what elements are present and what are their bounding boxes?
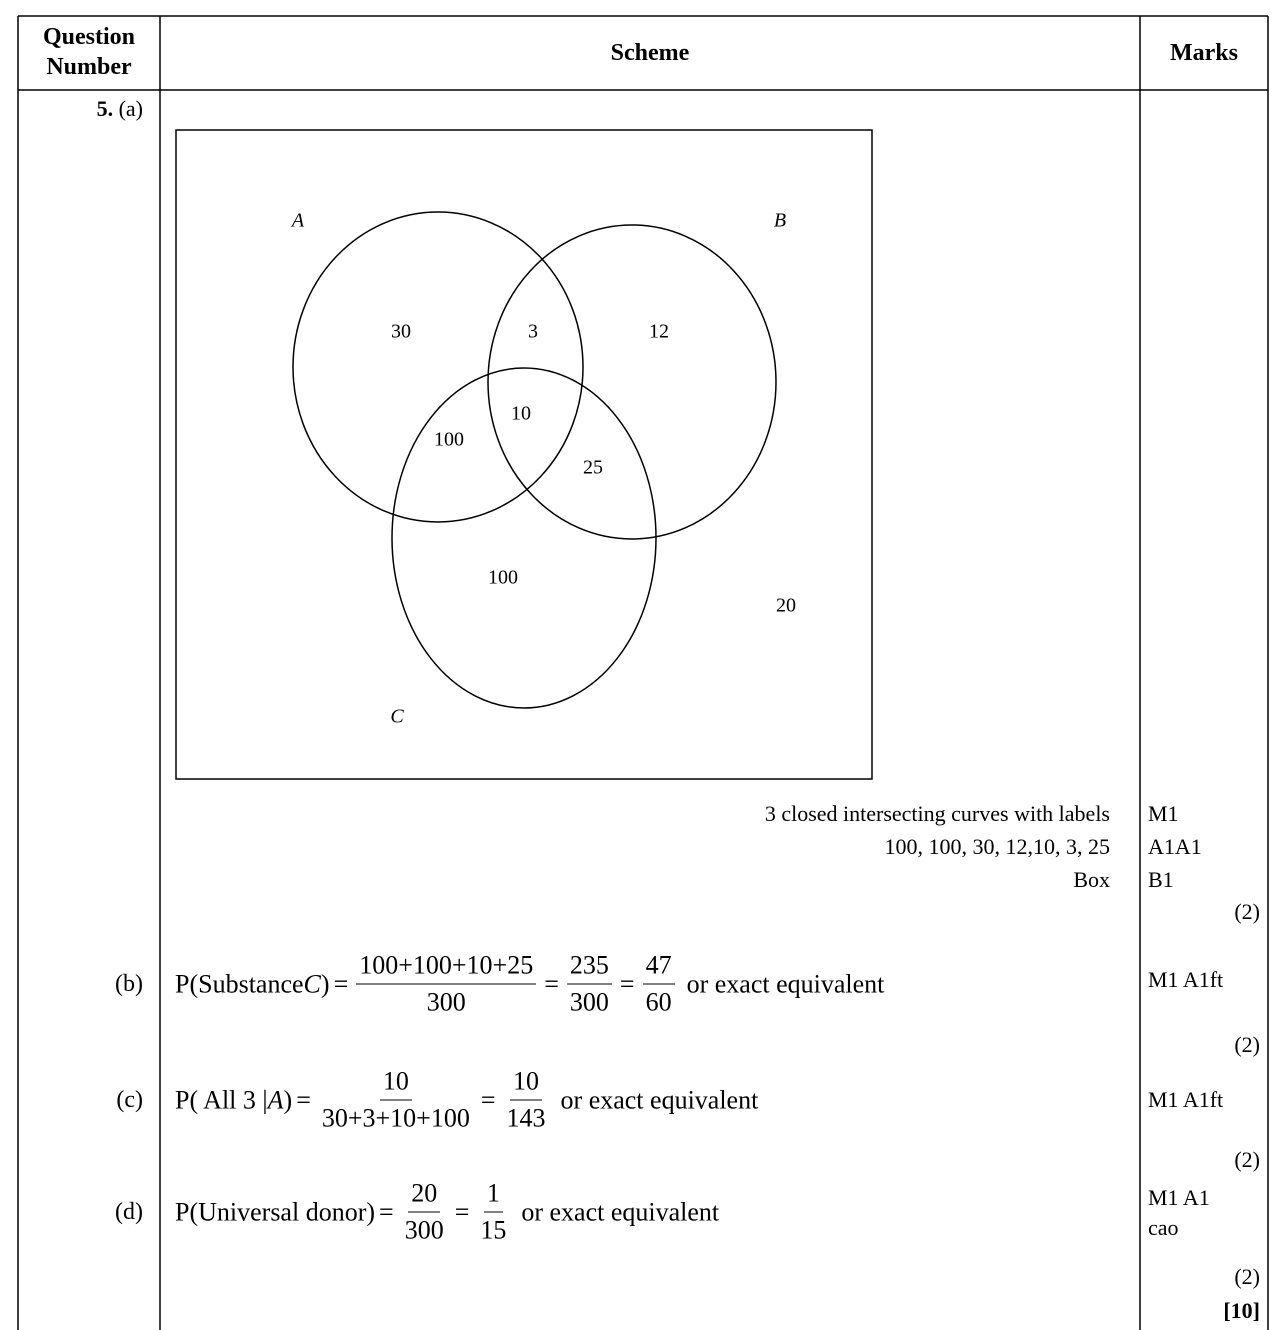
fraction: 235 300 [566, 951, 612, 1018]
part-label: (a) [118, 96, 143, 121]
denominator: 143 [506, 1103, 546, 1133]
mark-code: M1 A1ft [1148, 1087, 1224, 1112]
subtotal: (2) [1234, 899, 1260, 924]
set-label: A [290, 210, 305, 232]
note: or exact equivalent [560, 1085, 759, 1114]
set-label: B [774, 210, 786, 232]
set-label: C [390, 706, 404, 728]
question-total: [10] [1223, 1298, 1260, 1323]
numerator: 100+100+10+25 [356, 951, 537, 985]
numerator: 235 [566, 951, 612, 985]
expression: P(Universal donor) = 20 300 = 1 15 or exact equ… [175, 1179, 719, 1246]
region-value: 100 [434, 429, 464, 451]
expression: P( All 3 | A) = 10 30+3+10+100 = 10 143 or exact… [175, 1067, 758, 1134]
expr-text: C [303, 969, 321, 998]
region-value: 3 [528, 321, 538, 343]
header-text: Number [46, 54, 132, 80]
numerator: 1 [483, 1179, 503, 1213]
criterion: 3 closed intersecting curves with labels [764, 801, 1110, 826]
mark-code: cao [1148, 1215, 1179, 1240]
header-question: Question Number [30, 22, 148, 82]
equals: = [454, 1197, 470, 1226]
fraction: 20 300 [402, 1179, 447, 1246]
expr-text: ) [320, 969, 330, 998]
region-value: 20 [776, 595, 796, 617]
region-value: 30 [391, 321, 411, 343]
numerator: 20 [408, 1179, 441, 1213]
mark-code: M1 A1ft [1148, 967, 1224, 992]
region-value: 10 [511, 403, 531, 425]
region-value: 12 [649, 321, 669, 343]
part-label: (d) [115, 1199, 143, 1225]
equals: = [619, 969, 635, 998]
header-marks: Marks [1170, 40, 1238, 66]
denominator: 60 [645, 987, 672, 1017]
criterion: Box [1073, 867, 1110, 892]
equals: = [379, 1197, 394, 1226]
note: or exact equivalent [686, 969, 885, 998]
header-scheme: Scheme [610, 40, 690, 66]
mark-code: A1A1 [1148, 834, 1202, 859]
criterion: 100, 100, 30, 12,10, 3, 25 [884, 834, 1111, 859]
mark-code: B1 [1148, 867, 1174, 892]
fraction: 10 30+3+10+100 [319, 1067, 473, 1134]
equals: = [544, 969, 559, 998]
denominator: 300 [404, 1215, 444, 1245]
equals: = [480, 1085, 496, 1114]
part-label: (c) [116, 1087, 143, 1113]
equals: = [296, 1085, 311, 1114]
numerator: 47 [642, 951, 675, 985]
region-value: 25 [583, 457, 603, 479]
fraction: 1 15 [477, 1179, 509, 1246]
note: or exact equivalent [521, 1197, 720, 1226]
subtotal: (2) [1234, 1032, 1260, 1057]
subtotal: (2) [1234, 1147, 1260, 1172]
expr-text: P(Universal donor) [175, 1197, 376, 1226]
denominator: 300 [569, 987, 609, 1017]
fraction: 47 60 [642, 951, 675, 1018]
expr-text: A [267, 1085, 284, 1114]
expression: P(Substance C) = 100+100+10+25 300 = 235 300 = 4… [175, 951, 884, 1018]
mark-code: M1 A1 [1148, 1185, 1210, 1210]
expr-text: P( All 3 | [175, 1085, 268, 1114]
numerator: 10 [510, 1067, 543, 1101]
header-text: Question [42, 24, 135, 50]
number: 5. [96, 96, 114, 121]
expr-text: ) [283, 1085, 293, 1114]
fraction: 100+100+10+25 300 [356, 951, 537, 1018]
mark-code: M1 [1148, 801, 1179, 826]
region-value: 100 [488, 567, 518, 589]
question-number: 5. (a) [97, 98, 143, 120]
denominator: 30+3+10+100 [321, 1103, 470, 1133]
part-label: (b) [115, 971, 143, 997]
expr-text: P(Substance [175, 969, 304, 998]
fraction: 10 143 [504, 1067, 549, 1134]
subtotal: (2) [1234, 1264, 1260, 1289]
denominator: 15 [480, 1215, 507, 1245]
equals: = [333, 969, 349, 998]
numerator: 10 [379, 1067, 412, 1101]
denominator: 300 [426, 987, 466, 1017]
